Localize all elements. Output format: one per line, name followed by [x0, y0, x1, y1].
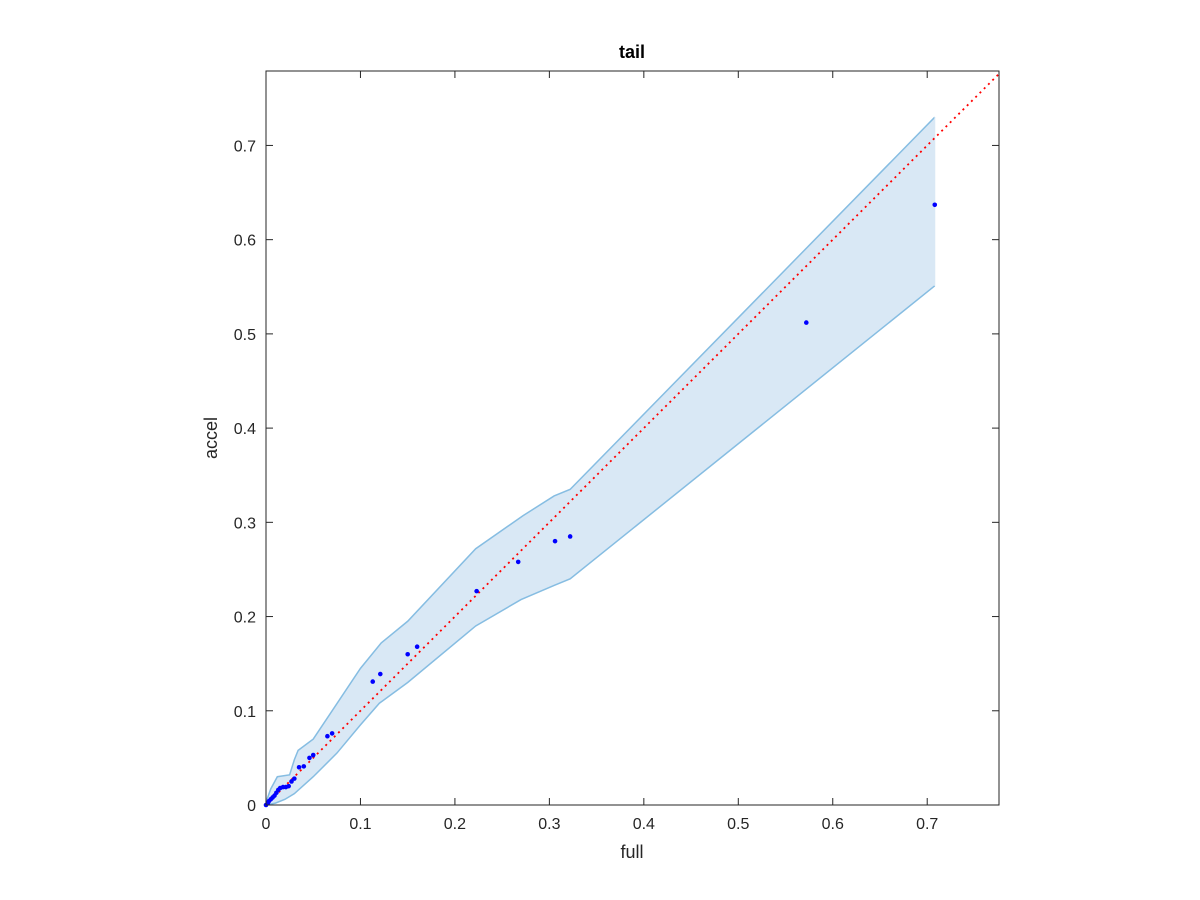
data-point [567, 534, 573, 539]
x-tick-label: 0.3 [538, 816, 560, 833]
data-point [552, 538, 558, 544]
data-point [307, 755, 312, 761]
plot-area: 0 0.1 0.2 0.3 0.4 0.5 0.6 0.7 0 0.1 0.2 0.3 0.4 0.5 0.… [234, 70, 1000, 833]
data-point [286, 783, 291, 789]
axes-frame [265, 70, 1000, 806]
x-tick-label: 0.1 [349, 816, 371, 833]
y-axis-label: accel [201, 417, 221, 459]
data-point [932, 202, 938, 208]
data-point [289, 779, 294, 784]
data-point [515, 559, 521, 565]
y-tick-label: 0.2 [234, 610, 256, 627]
x-tick-label: 0.4 [633, 816, 655, 833]
data-point [377, 671, 383, 677]
y-tick-label: 0.3 [234, 515, 256, 532]
data-point [474, 588, 479, 594]
data-point [296, 765, 302, 770]
data-point [370, 679, 376, 684]
y-tick-label: 0.4 [234, 421, 256, 438]
y-tick-label: 0.1 [234, 704, 256, 721]
x-tick-label: 0.7 [916, 816, 938, 833]
data-point [804, 320, 809, 325]
x-tick-label: 0.6 [822, 816, 844, 833]
x-tick-label: 0.2 [444, 816, 466, 833]
x-tick-label: 0.5 [727, 816, 749, 833]
data-point [325, 733, 330, 739]
data-point [292, 776, 297, 781]
x-axis-label: full [620, 842, 643, 862]
x-tick-label: 0 [262, 816, 271, 833]
band-lower-edge [265, 285, 936, 806]
band-upper-edge [265, 116, 936, 803]
data-point [301, 764, 307, 769]
y-tick-label: 0.5 [234, 327, 256, 344]
data-point [414, 644, 420, 650]
data-point [329, 731, 335, 736]
y-tick-label: 0.7 [234, 138, 256, 155]
y-tick-label: 0.6 [234, 233, 256, 250]
chart-title: tail [619, 42, 645, 62]
data-point [405, 651, 410, 657]
y-tick-label: 0 [247, 798, 256, 815]
data-point [310, 752, 316, 758]
reference-line [265, 73, 1000, 806]
confidence-band [266, 117, 935, 806]
